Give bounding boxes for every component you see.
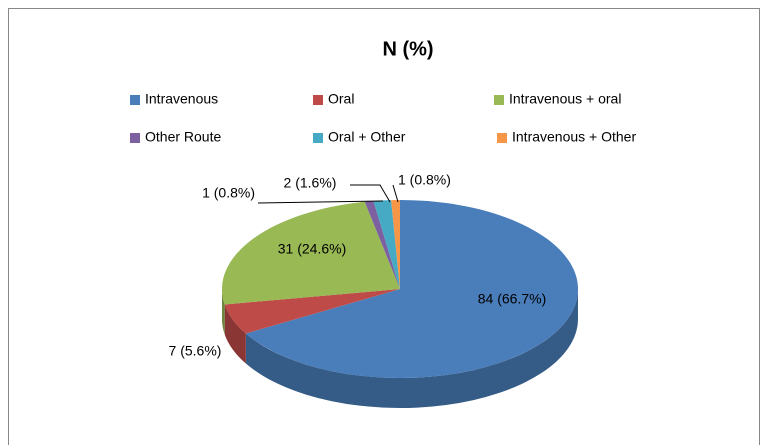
legend-swatch	[313, 133, 323, 143]
data-label: 1 (0.8%)	[398, 172, 451, 188]
slice	[224, 289, 400, 334]
data-label: 7 (5.6%)	[169, 343, 222, 359]
leader-line	[392, 184, 399, 203]
legend-swatch	[494, 95, 504, 105]
legend-label: Intravenous	[145, 91, 218, 107]
legend-swatch	[130, 95, 140, 105]
legend-swatch	[130, 133, 140, 143]
legend-label: Intravenous + Other	[512, 129, 636, 145]
leader-line	[257, 200, 384, 204]
slice-side	[245, 289, 578, 408]
data-label: 1 (0.8%)	[202, 185, 255, 201]
legend-label: Oral + Other	[328, 129, 406, 145]
slice	[364, 200, 400, 289]
chart-title: N (%)	[382, 38, 433, 60]
legend-label: Oral	[328, 91, 354, 107]
slice	[222, 201, 400, 305]
data-label: 31 (24.6%)	[278, 241, 346, 257]
slice	[391, 200, 400, 289]
legend-swatch	[497, 133, 507, 143]
slice-side	[224, 304, 246, 364]
leader-line	[350, 184, 391, 203]
data-label: 2 (1.6%)	[284, 175, 337, 191]
legend-label: Other Route	[145, 129, 221, 145]
slice	[245, 200, 578, 378]
slice-side	[222, 289, 225, 335]
legend-label: Intravenous + oral	[509, 91, 621, 107]
data-label: 84 (66.7%)	[478, 291, 546, 307]
slice	[373, 200, 400, 289]
legend-swatch	[313, 95, 323, 105]
